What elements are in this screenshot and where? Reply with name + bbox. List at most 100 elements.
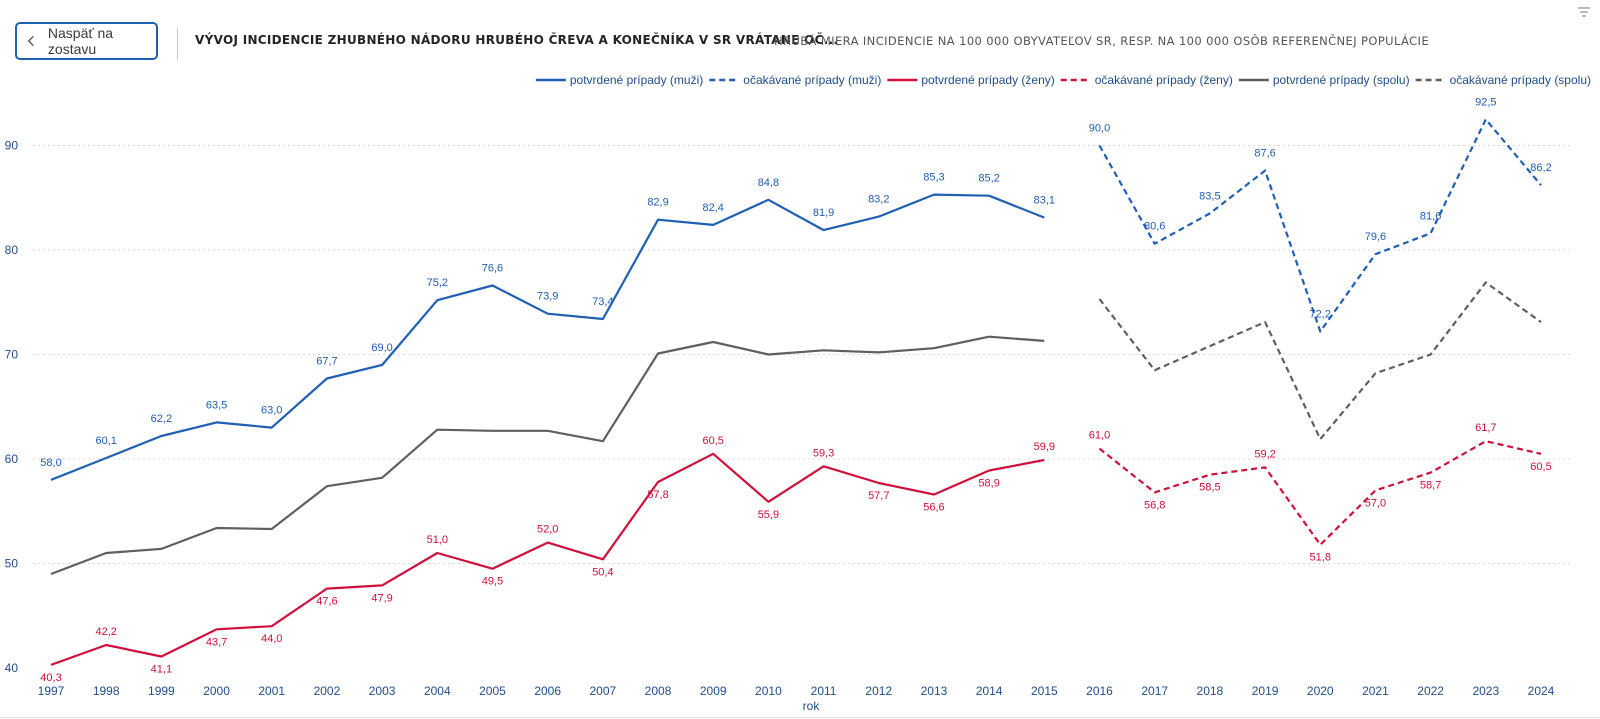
series-line-potvrden-pr-pady-mu-i-[interactable] — [50, 193, 1045, 481]
data-label: 61,7 — [1475, 422, 1496, 434]
x-tick-label: 2000 — [203, 684, 230, 698]
data-label: 62,2 — [151, 413, 172, 425]
back-button-label: Naspäť na zostavu — [47, 25, 114, 57]
x-tick-label: 2002 — [314, 684, 341, 698]
y-tick-label: 70 — [5, 348, 19, 362]
data-label: 63,0 — [261, 405, 282, 417]
data-label: 61,0 — [1089, 430, 1110, 442]
page-title: VÝVOJ INCIDENCIE ZHUBNÉHO NÁDORU HRUBÉHO… — [195, 33, 839, 47]
x-tick-label: 2010 — [755, 684, 782, 698]
data-label: 73,9 — [537, 291, 558, 303]
y-tick-label: 90 — [5, 139, 19, 153]
data-label: 40,3 — [40, 672, 61, 684]
x-tick-label: 1998 — [93, 684, 120, 698]
page-subtitle: HRUBÁ MIERA INCIDENCIE NA 100 000 OBYVAT… — [774, 34, 1430, 48]
x-tick-label: 2006 — [534, 684, 561, 698]
x-tick-label: 1997 — [38, 684, 65, 698]
legend-label: očakávané prípady (ženy) — [1095, 73, 1233, 87]
data-label: 55,9 — [758, 509, 779, 521]
x-tick-label: 2023 — [1472, 684, 1499, 698]
data-label: 51,0 — [427, 534, 448, 546]
series-line-o-ak-van-pr-pady-mu-i-[interactable] — [1098, 118, 1542, 333]
data-label: 52,0 — [537, 524, 558, 536]
data-label: 43,7 — [206, 636, 227, 648]
series-line-potvrden-pr-pady-eny-[interactable] — [50, 452, 1045, 666]
legend-label: potvrdené prípady (muži) — [570, 73, 703, 87]
data-label: 58,9 — [978, 477, 999, 489]
x-tick-label: 2008 — [645, 684, 672, 698]
x-tick-label: 2024 — [1528, 684, 1555, 698]
data-label: 44,0 — [261, 633, 282, 645]
data-label: 59,3 — [813, 447, 834, 459]
data-label: 85,3 — [923, 172, 944, 184]
x-tick-label: 1999 — [148, 684, 175, 698]
x-tick-label: 2018 — [1197, 684, 1224, 698]
x-tick-label: 2014 — [976, 684, 1003, 698]
x-tick-label: 2020 — [1307, 684, 1334, 698]
data-label: 47,9 — [371, 592, 392, 604]
series-line-potvrden-pr-pady-spolu-[interactable] — [50, 335, 1045, 576]
data-label: 82,4 — [703, 202, 724, 214]
data-label: 76,6 — [482, 263, 503, 275]
data-label: 69,0 — [371, 342, 392, 354]
data-label: 41,1 — [151, 664, 172, 676]
x-tick-label: 2016 — [1086, 684, 1113, 698]
data-label: 86,2 — [1530, 162, 1551, 174]
x-tick-label: 2011 — [811, 684, 837, 698]
data-label: 67,7 — [316, 356, 337, 368]
x-tick-label: 2019 — [1252, 684, 1279, 698]
chart-legend: potvrdené prípady (muži) očakávané prípad… — [535, 73, 1591, 87]
data-label: 83,2 — [868, 194, 889, 206]
x-tick-label: 2003 — [369, 684, 396, 698]
y-tick-label: 50 — [5, 557, 19, 571]
data-label: 59,9 — [1034, 441, 1055, 453]
data-label: 60,5 — [1530, 461, 1551, 473]
data-label: 60,1 — [95, 435, 116, 447]
data-label: 90,0 — [1089, 123, 1110, 135]
data-label: 58,0 — [40, 457, 61, 469]
data-label: 92,5 — [1475, 96, 1496, 108]
x-tick-label: 2021 — [1362, 684, 1389, 698]
chevron-left-icon — [27, 35, 34, 47]
x-tick-label: 2022 — [1417, 684, 1444, 698]
data-label: 82,9 — [647, 197, 668, 209]
data-label: 83,5 — [1199, 190, 1220, 202]
data-label: 57,8 — [647, 489, 668, 501]
back-to-report-button[interactable]: Naspäť na zostavu — [15, 22, 158, 60]
data-label: 57,0 — [1365, 497, 1386, 509]
data-label: 81,6 — [1420, 210, 1441, 222]
series-line-o-ak-van-pr-pady-eny-[interactable] — [1098, 440, 1542, 546]
data-label: 85,2 — [978, 173, 999, 185]
y-tick-label: 60 — [5, 452, 19, 466]
data-label: 50,4 — [592, 566, 613, 578]
x-tick-label: 2007 — [590, 684, 617, 698]
legend-label: potvrdené prípady (ženy) — [921, 73, 1054, 87]
x-tick-label: 2015 — [1031, 684, 1058, 698]
data-label: 75,2 — [427, 277, 448, 289]
x-tick-label: 2001 — [258, 684, 285, 698]
data-label: 87,6 — [1254, 148, 1275, 160]
data-label: 51,8 — [1310, 552, 1331, 564]
data-label: 56,8 — [1144, 499, 1165, 511]
data-label: 63,5 — [206, 399, 227, 411]
data-label: 42,2 — [95, 626, 116, 638]
bottom-border — [0, 717, 1600, 718]
data-label: 47,6 — [316, 596, 337, 608]
x-tick-label: 2017 — [1141, 684, 1168, 698]
y-tick-label: 40 — [5, 661, 19, 675]
header-divider — [177, 28, 178, 60]
x-tick-label: 2004 — [424, 684, 451, 698]
data-label: 73,4 — [592, 296, 613, 308]
x-tick-label: 2013 — [921, 684, 948, 698]
data-label: 79,6 — [1365, 231, 1386, 243]
filter-icon[interactable] — [1577, 5, 1591, 19]
x-axis-title: rok — [803, 699, 821, 713]
data-label: 57,7 — [868, 490, 889, 502]
data-label: 60,5 — [703, 435, 724, 447]
legend-label: očakávané prípady (muži) — [743, 73, 881, 87]
data-label: 83,1 — [1034, 195, 1055, 207]
series-line-o-ak-van-pr-pady-spolu-[interactable] — [1098, 281, 1542, 441]
data-label: 84,8 — [758, 177, 779, 189]
x-tick-label: 2009 — [700, 684, 727, 698]
